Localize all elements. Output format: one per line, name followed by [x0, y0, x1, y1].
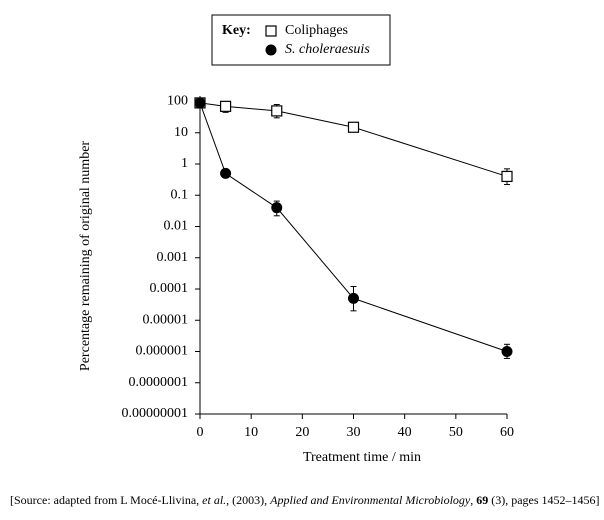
x-tick-label: 50	[449, 425, 463, 440]
source-part: , (2003),	[226, 493, 270, 507]
y-tick-label: 100	[167, 94, 188, 109]
series-line	[199, 102, 508, 352]
y-tick-label: 0.1	[171, 187, 189, 202]
x-tick-label: 20	[295, 425, 309, 440]
source-part: (3), pages 1452–1456]	[488, 493, 599, 507]
y-tick-label: 0.0000001	[129, 375, 189, 390]
legend-marker	[265, 44, 277, 56]
marker	[219, 100, 232, 112]
y-tick-label: 1	[181, 156, 188, 171]
marker	[220, 167, 232, 179]
source-part: et al.	[202, 493, 226, 507]
marker	[271, 105, 283, 117]
legend-marker	[265, 25, 277, 37]
source-part: 69	[476, 493, 488, 507]
legend-label: S. choleraesuis	[285, 42, 370, 57]
source-part: ,	[470, 493, 476, 507]
key-box	[211, 14, 391, 66]
marker	[501, 170, 513, 183]
x-tick-label: 40	[398, 425, 412, 440]
y-tick-label: 0.0001	[150, 281, 189, 296]
y-tick-label: 0.001	[157, 250, 189, 265]
y-tick-label: 0.00000001	[122, 406, 189, 421]
y-tick-label: 0.000001	[136, 344, 189, 359]
marker	[501, 346, 513, 358]
x-tick-label: 0	[197, 425, 204, 440]
x-tick-label: 30	[347, 425, 361, 440]
x-tick-label: 60	[500, 425, 514, 440]
series-line	[199, 102, 508, 177]
x-tick-label: 10	[244, 425, 258, 440]
marker	[348, 292, 359, 304]
marker	[347, 121, 360, 133]
y-axis-label: Percentage remaining of original number	[78, 141, 93, 371]
key-title: Key:	[222, 23, 251, 38]
source-part: [Source: adapted from L Mocé-Llivina,	[10, 493, 202, 507]
marker	[271, 202, 283, 214]
source-note: [Source: adapted from L Mocé-Llivina, et…	[10, 493, 600, 507]
source-part: Applied and Environmental Microbiology	[269, 493, 471, 507]
marker	[194, 97, 206, 109]
x-axis-label: Treatment time / min	[303, 450, 421, 465]
y-tick-label: 0.00001	[143, 312, 189, 327]
y-tick-label: 0.01	[164, 219, 189, 234]
y-tick-label: 10	[174, 125, 188, 140]
legend-label: Coliphages	[285, 23, 348, 38]
